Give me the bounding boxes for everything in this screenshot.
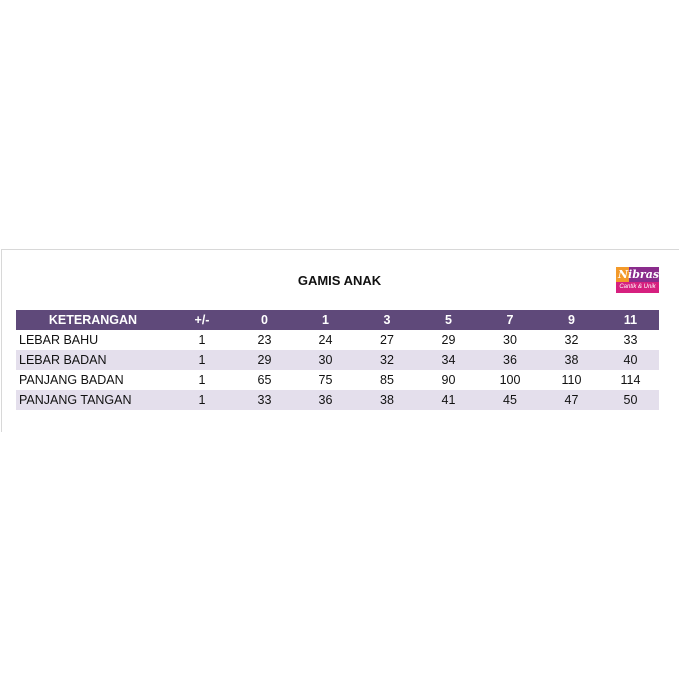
table-cell: 110 — [561, 373, 582, 387]
table-row: PANJANG TANGAN 1 33 36 38 41 45 47 50 — [16, 390, 659, 410]
table-cell: 29 — [441, 333, 456, 347]
column-header: 5 — [418, 310, 479, 330]
table-cell: 38 — [541, 350, 602, 370]
sheet-frame — [1, 249, 679, 432]
table-cell: 75 — [318, 373, 333, 387]
table-cell: 1 — [170, 390, 234, 410]
column-header-keterangan: KETERANGAN — [16, 310, 170, 330]
table-cell: 90 — [441, 373, 456, 387]
table-cell: 30 — [503, 333, 517, 347]
table-row: LEBAR BADAN 1 29 30 32 34 36 38 40 — [16, 350, 659, 370]
column-header: 3 — [356, 310, 418, 330]
table-cell: 33 — [623, 333, 638, 347]
size-chart-table: KETERANGAN +/- 0 1 3 5 7 9 11 LEBAR BAHU 1 23 24 27 2… — [16, 310, 659, 410]
table-row: LEBAR BAHU 1 23 24 27 29 30 32 33 — [16, 330, 659, 350]
column-header: 1 — [295, 310, 356, 330]
table-cell: 33 — [234, 390, 295, 410]
table-cell: 114 — [620, 373, 641, 387]
column-header: 7 — [479, 310, 541, 330]
table-cell: 30 — [295, 350, 356, 370]
table-cell: 38 — [356, 390, 418, 410]
table-cell: 100 — [499, 373, 521, 387]
row-label: LEBAR BADAN — [16, 350, 170, 370]
header-row: KETERANGAN +/- 0 1 3 5 7 9 11 — [16, 310, 659, 330]
row-label: LEBAR BAHU — [19, 333, 99, 347]
table-cell: 27 — [380, 333, 394, 347]
table-cell: 36 — [295, 390, 356, 410]
table-cell: 34 — [418, 350, 479, 370]
table-cell: 47 — [541, 390, 602, 410]
table-cell: 36 — [479, 350, 541, 370]
table-cell: 85 — [380, 373, 394, 387]
logo-tagline: Cantik & Unik — [616, 282, 659, 293]
table-cell: 24 — [318, 333, 333, 347]
table-cell: 29 — [234, 350, 295, 370]
table-cell: 1 — [198, 333, 206, 347]
table-cell: 1 — [170, 350, 234, 370]
logo-brand: Nibras — [616, 267, 659, 282]
brand-logo: Nibras Cantik & Unik — [616, 267, 659, 293]
table-cell: 32 — [356, 350, 418, 370]
table-cell: 1 — [198, 373, 206, 387]
table-row: PANJANG BADAN 1 65 75 85 90 100 110 114 — [16, 370, 659, 390]
table-cell: 32 — [564, 333, 579, 347]
table-cell: 65 — [257, 373, 272, 387]
table-cell: 40 — [602, 350, 659, 370]
column-header: 11 — [602, 310, 659, 330]
column-header: +/- — [170, 310, 234, 330]
table-cell: 45 — [479, 390, 541, 410]
row-label: PANJANG TANGAN — [16, 390, 170, 410]
row-label: PANJANG BADAN — [19, 373, 124, 387]
table-cell: 50 — [602, 390, 659, 410]
page-title: GAMIS ANAK — [297, 273, 382, 288]
table-cell: 23 — [257, 333, 272, 347]
table-cell: 41 — [418, 390, 479, 410]
column-header: 0 — [234, 310, 295, 330]
column-header: 9 — [541, 310, 602, 330]
